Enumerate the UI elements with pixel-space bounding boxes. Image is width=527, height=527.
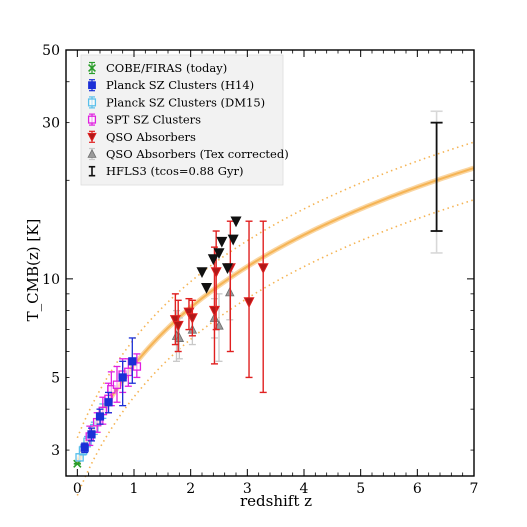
point-planck-sz-clusters-h14-5-marker [128, 357, 137, 366]
legend-group: COBE/FIRAS (today) Planck SZ Clusters (H1… [87, 61, 289, 178]
legend-item-hfls3-tcos-0-88-gyr: HFLS3 (tcos=0.88 Gyr) [88, 164, 243, 178]
y-tick-label-50: 50 [42, 43, 60, 59]
x-tick-label-5: 5 [356, 481, 365, 497]
point-qso-absorbers-5-error [212, 230, 220, 331]
legend-label-cobe-firas-today: COBE/FIRAS (today) [106, 61, 227, 75]
point-qso-absorbers-8-error [259, 220, 267, 394]
point-qso-absorbers-1-marker [172, 320, 184, 332]
legend-marker-hfls3-tcos-0-88-gyr [88, 165, 96, 177]
legend-box [80, 54, 284, 186]
point-qso-absorbers-2-marker [183, 307, 195, 319]
legend-item-spt-sz-clusters: SPT SZ Clusters [87, 113, 201, 127]
point-spt-sz-clusters-8-marker [132, 362, 142, 371]
point-qso-absorbers-4-marker [208, 305, 220, 317]
point-qso-absorbers-upper-limits-7-marker [230, 216, 242, 228]
point-qso-absorbers-8-marker [257, 263, 269, 275]
series-hfls3-t-cos-0-88-gyr [430, 110, 443, 254]
legend-label-qso-absorbers-tex-corrected: QSO Absorbers (Tex corrected) [106, 147, 289, 161]
legend-label-hfls3-tcos-0-88-gyr: HFLS3 (tcos=0.88 Gyr) [106, 164, 243, 178]
point-qso-absorbers-upper-limits-5-marker [221, 263, 234, 275]
point-planck-sz-clusters-h14-3-marker [104, 398, 113, 407]
model-band-group [75, 141, 475, 496]
x-tick-label-6: 6 [413, 481, 422, 497]
legend-label-planck-sz-clusters-h14: Planck SZ Clusters (H14) [106, 78, 254, 92]
x-tick-label-1: 1 [130, 481, 139, 497]
x-tick-label-3: 3 [243, 481, 252, 497]
data-markers-group [73, 110, 443, 468]
legend-marker-spt-sz-clusters [87, 115, 97, 124]
model-curve-line [76, 167, 475, 465]
legend-item-qso-absorbers-tex-corrected: QSO Absorbers (Tex corrected) [87, 147, 289, 161]
point-qso-absorbers-3-marker [186, 313, 198, 324]
legend-marker-planck-sz-clusters-dm15 [87, 98, 97, 107]
x-tick-label-0: 0 [73, 481, 82, 497]
series-planck-sz-clusters-h14 [80, 337, 137, 454]
point-planck-sz-clusters-h14-0-marker [80, 443, 89, 452]
series-qso-absorbers-upper-limits [196, 216, 242, 294]
legend-label-spt-sz-clusters: SPT SZ Clusters [106, 113, 201, 127]
point-planck-sz-clusters-h14-2-marker [95, 412, 105, 421]
point-spt-sz-clusters-5-marker [112, 380, 122, 389]
x-tick-label-4: 4 [300, 481, 309, 497]
point-qso-absorbers-upper-limits-0-marker [196, 267, 208, 279]
point-planck-sz-clusters-h14-4-marker [118, 373, 127, 382]
point-hfls3-t-cos-0-88-gyr-0-error [430, 121, 443, 232]
legend-label-qso-absorbers: QSO Absorbers [106, 130, 196, 144]
point-qso-absorbers-7-marker [243, 297, 255, 309]
legend-item-planck-sz-clusters-h14: Planck SZ Clusters (H14) [88, 78, 254, 92]
point-qso-absorbers-upper-limits-6-marker [227, 234, 239, 246]
legend-item-cobe-firas-today: COBE/FIRAS (today) [88, 61, 227, 75]
legend-marker-cobe-firas-today [88, 64, 96, 72]
point-planck-sz-clusters-h14-1-marker [87, 430, 96, 439]
y-tick-label-10: 10 [42, 272, 60, 288]
point-qso-absorbers-upper-limits-3-marker [213, 248, 225, 260]
point-qso-absorbers-upper-limits-4-marker [216, 236, 228, 248]
legend-label-planck-sz-clusters-dm15: Planck SZ Clusters (DM15) [106, 95, 265, 109]
x-tick-label-7: 7 [470, 481, 479, 497]
legend-marker-cobe-firas-today-stroke-b [88, 64, 96, 72]
legend-marker-planck-sz-clusters-h14 [88, 81, 96, 90]
point-qso-absorbers-upper-limits-1-marker [201, 282, 213, 294]
model-band-lower-line [76, 199, 475, 496]
y-tick-label-3: 3 [51, 443, 60, 459]
point-qso-absorbers-6-error [226, 220, 234, 353]
legend-marker-qso-absorbers-tex-corrected [87, 148, 97, 158]
y-axis-title: T_CMB(z) [K] [24, 219, 42, 322]
y-tick-label-5: 5 [51, 370, 60, 386]
legend-item-planck-sz-clusters-dm15: Planck SZ Clusters (DM15) [87, 95, 265, 109]
point-planck-sz-clusters-h14-4-error [119, 360, 127, 407]
legend-item-qso-absorbers: QSO Absorbers [87, 130, 196, 144]
legend-marker-qso-absorbers [87, 132, 97, 143]
series-qso-absorbers [169, 220, 269, 394]
point-qso-absorbers-t-ex-corrected-1-marker [174, 332, 185, 342]
point-qso-absorbers-5-marker [210, 267, 222, 279]
model-curve-glow [75, 165, 475, 465]
x-axis-title: redshift z [240, 492, 312, 510]
point-qso-absorbers-4-error [210, 246, 218, 365]
point-qso-absorbers-upper-limits-2-marker [207, 254, 219, 266]
x-tick-label-2: 2 [186, 481, 195, 497]
y-tick-label-30: 30 [42, 116, 60, 132]
axes-group: 0 1 2 3 4 5 6 7 3 5 10 30 50 [42, 43, 478, 497]
